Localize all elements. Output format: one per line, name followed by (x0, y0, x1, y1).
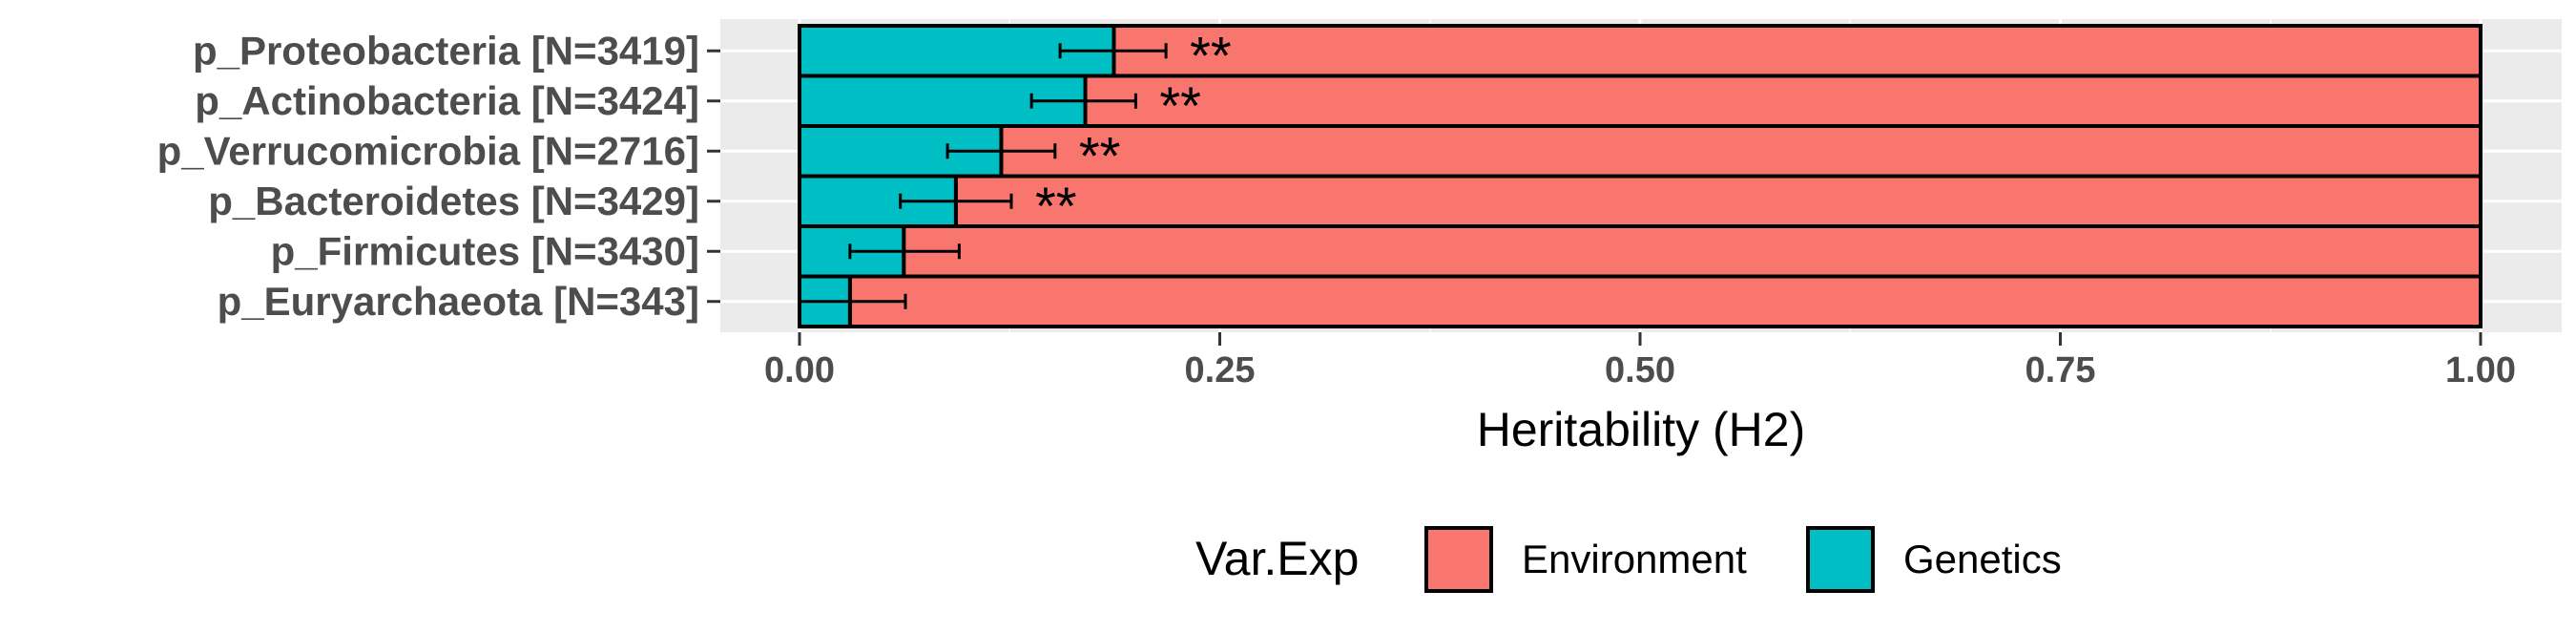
x-tick-label: 0.50 (1605, 350, 1675, 390)
bar-environment (847, 274, 2483, 328)
y-axis: p_Proteobacteria [N=3419] p_Actinobacteri… (157, 28, 720, 324)
significance-label: ** (1035, 176, 1077, 236)
significance-label: ** (1190, 25, 1232, 85)
x-axis-title: Heritability (H2) (1477, 403, 1806, 456)
legend-label: Environment (1522, 537, 1747, 581)
y-tick-label: p_Bacteroidetes [N=3429] (208, 179, 699, 223)
significance-marks: ******** (1035, 25, 1232, 236)
bar-environment (902, 224, 2483, 279)
y-tick-label: p_Verrucomicrobia [N=2716] (157, 128, 699, 173)
x-axis: 0.00 0.25 0.50 0.75 1.00 (764, 332, 2516, 390)
bar-environment (953, 174, 2483, 228)
y-tick-label: p_Actinobacteria [N=3424] (195, 78, 699, 123)
y-tick-label: p_Firmicutes [N=3430] (271, 228, 699, 273)
bar-environment (1083, 74, 2483, 128)
bar-environment (999, 124, 2483, 179)
y-tick-label: p_Proteobacteria [N=3419] (193, 28, 699, 73)
bar-environment (1111, 24, 2483, 78)
legend: Var.Exp Environment Genetics (1195, 526, 2062, 593)
bars (798, 24, 2483, 328)
legend-swatch (1806, 526, 1875, 593)
x-tick-label: 0.75 (2025, 350, 2096, 390)
x-tick-label: 0.00 (764, 350, 835, 390)
x-tick-label: 0.25 (1185, 350, 1256, 390)
error-bars (798, 43, 1168, 309)
legend-items: Environment Genetics (1424, 526, 2062, 593)
x-tick-label: 1.00 (2445, 350, 2516, 390)
legend-title: Var.Exp (1195, 532, 1359, 585)
y-tick-label: p_Euryarchaeota [N=343] (218, 279, 699, 324)
significance-label: ** (1079, 125, 1121, 185)
significance-label: ** (1159, 75, 1201, 136)
legend-label: Genetics (1903, 537, 2062, 581)
legend-swatch (1424, 526, 1493, 593)
